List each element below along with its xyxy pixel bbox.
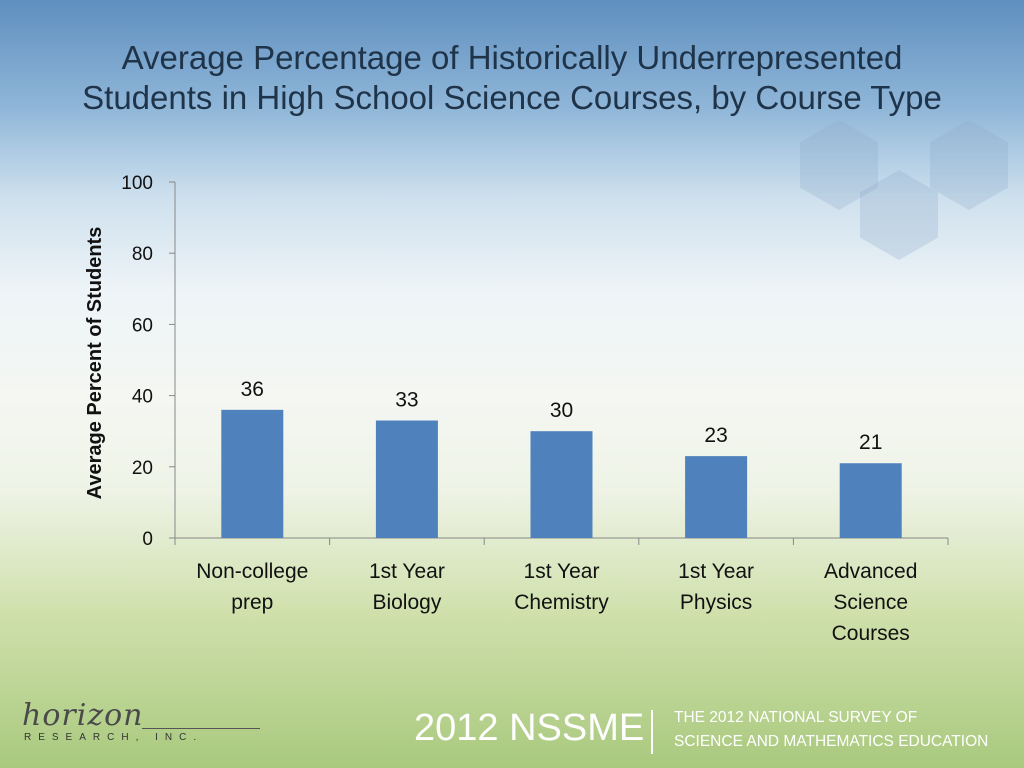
logo-script-text: horizon (22, 698, 144, 733)
y-tick-label: 60 (132, 315, 153, 336)
chart-title: Average Percentage of Historically Under… (40, 38, 984, 118)
y-tick-label: 80 (132, 244, 153, 265)
bar (530, 431, 593, 538)
y-axis-label: Average Percent of Students (84, 227, 106, 500)
chart-title-line-1: Average Percentage of Historically Under… (121, 39, 903, 76)
survey-description: THE 2012 NATIONAL SURVEY OF SCIENCE AND … (674, 706, 988, 754)
survey-description-line-2: SCIENCE AND MATHEMATICS EDUCATION (674, 733, 989, 750)
background-hexagon (930, 120, 1008, 210)
category-label: 1st Year (369, 560, 445, 583)
chart-title-line-2: Students in High School Science Courses,… (82, 79, 942, 116)
category-label: 1st Year (678, 560, 754, 583)
data-label: 33 (395, 389, 418, 412)
y-tick-label: 40 (132, 387, 153, 408)
category-label: Advanced (824, 560, 917, 583)
horizon-research-logo: horizon RESEARCH, INC. (22, 698, 260, 753)
data-label: 36 (241, 378, 264, 401)
category-label: Courses (832, 622, 910, 645)
data-label: 30 (550, 399, 573, 422)
survey-abbreviation: 2012 NSSME (414, 707, 645, 749)
footer-divider (651, 710, 653, 754)
bar (221, 409, 284, 538)
data-label: 23 (704, 424, 727, 447)
category-label: Chemistry (514, 591, 609, 614)
y-tick-label: 0 (142, 529, 153, 550)
category-label: Science (833, 591, 908, 614)
category-label: Biology (372, 591, 441, 614)
category-label: 1st Year (524, 560, 600, 583)
bar (839, 463, 902, 538)
category-label: Physics (680, 591, 752, 614)
survey-description-line-1: THE 2012 NATIONAL SURVEY OF (674, 709, 918, 726)
bar (375, 420, 438, 538)
background-hexagon (860, 170, 938, 260)
y-tick-label: 100 (121, 173, 153, 194)
category-label: prep (231, 591, 273, 614)
logo-underline (142, 728, 260, 729)
logo-subtext: RESEARCH, INC. (24, 732, 204, 743)
y-tick-label: 20 (132, 458, 153, 479)
background-hexagon (800, 120, 878, 210)
bar (685, 456, 748, 538)
data-label: 21 (859, 431, 882, 454)
category-label: Non-college (196, 560, 308, 583)
